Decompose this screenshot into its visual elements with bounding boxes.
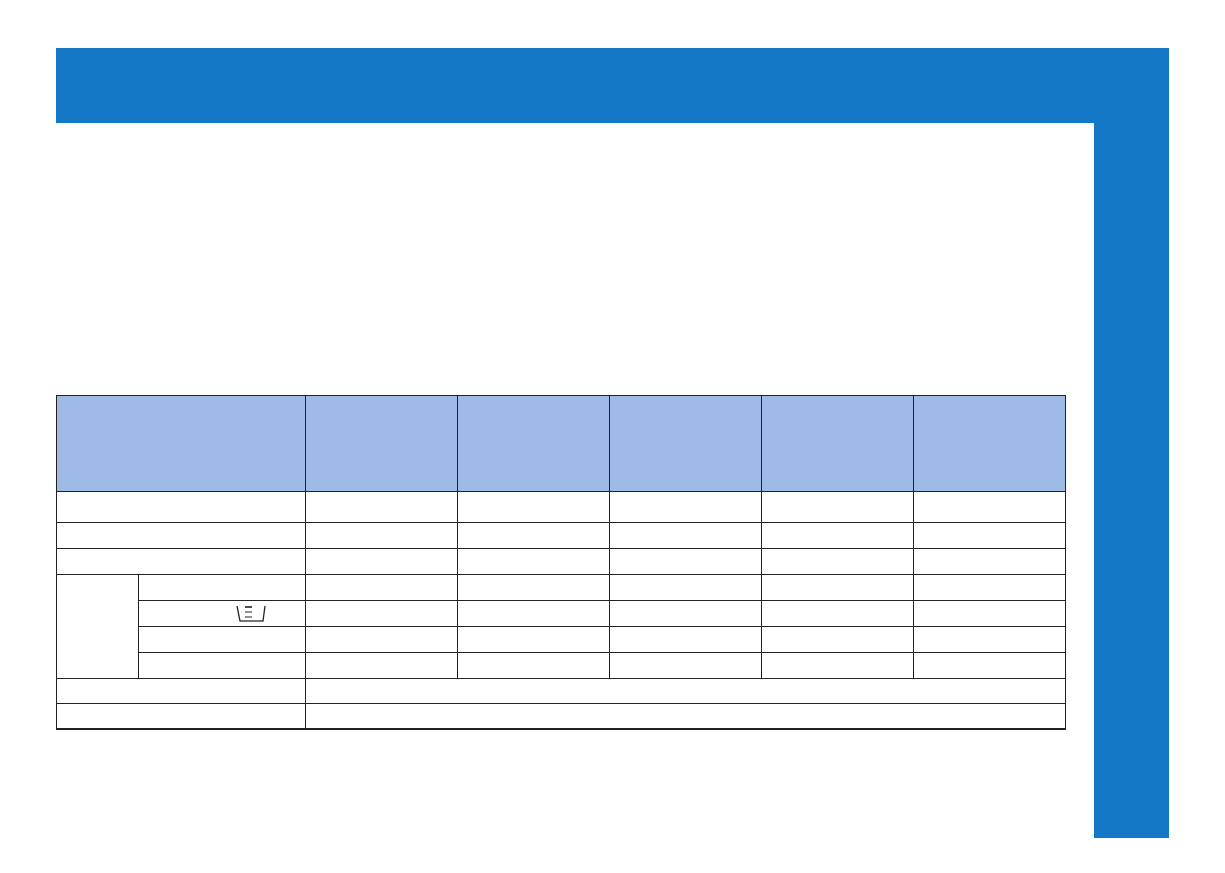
table-cell — [457, 522, 610, 549]
table-row — [56, 522, 1066, 549]
table-cell — [609, 626, 762, 653]
table-cell — [305, 548, 458, 575]
table-cell — [609, 491, 762, 523]
table-row — [56, 678, 1066, 704]
table-cell — [761, 548, 914, 575]
header-cell — [56, 395, 306, 492]
table-cell — [305, 600, 458, 627]
table-row — [57, 652, 1066, 679]
table-cell — [56, 491, 306, 523]
table-cell — [457, 626, 610, 653]
table-row — [57, 600, 1066, 627]
top-accent-band — [56, 48, 1169, 123]
table-cell — [138, 600, 306, 627]
table-header-row — [56, 395, 1066, 492]
header-cell — [609, 395, 762, 492]
table-cell — [457, 652, 610, 679]
table-cell — [913, 522, 1066, 549]
table-cell — [305, 626, 458, 653]
table-cell — [457, 491, 610, 523]
specification-table — [56, 395, 1066, 730]
table-cell — [56, 522, 306, 549]
table-cell — [457, 574, 610, 601]
table-cell — [56, 678, 306, 704]
table-cell — [913, 548, 1066, 575]
table-row — [56, 491, 1066, 523]
right-accent-band — [1094, 48, 1169, 838]
table-cell — [609, 522, 762, 549]
table-cell — [913, 574, 1066, 601]
table-cell — [138, 626, 306, 653]
header-cell — [913, 395, 1066, 492]
header-cell — [761, 395, 914, 492]
table-cell — [913, 600, 1066, 627]
table-cell — [609, 600, 762, 627]
header-cell — [305, 395, 458, 492]
table-cell — [761, 626, 914, 653]
table-cell — [609, 548, 762, 575]
table-cell — [457, 600, 610, 627]
table-cell — [761, 522, 914, 549]
table-row — [56, 548, 1066, 575]
table-cell — [138, 652, 306, 679]
table-cell — [305, 522, 458, 549]
table-cell — [761, 652, 914, 679]
table-cell — [457, 548, 610, 575]
table-row — [57, 626, 1066, 653]
table-cell — [56, 548, 306, 575]
table-cell — [305, 574, 458, 601]
detergent-container-icon — [236, 605, 266, 622]
table-cell — [305, 703, 1066, 729]
table-cell — [761, 574, 914, 601]
table-cell — [305, 678, 1066, 704]
table-cell — [305, 652, 458, 679]
table-cell — [138, 574, 306, 601]
table-cell — [913, 626, 1066, 653]
table-row — [56, 703, 1066, 729]
table-cell — [609, 652, 762, 679]
table-cell — [56, 703, 306, 729]
header-cell — [457, 395, 610, 492]
table-cell — [913, 491, 1066, 523]
table-cell — [761, 600, 914, 627]
table-cell — [761, 491, 914, 523]
table-cell — [609, 574, 762, 601]
table-cell — [913, 652, 1066, 679]
table-row — [56, 574, 1066, 679]
table-cell — [56, 574, 139, 679]
table-cell — [305, 491, 458, 523]
